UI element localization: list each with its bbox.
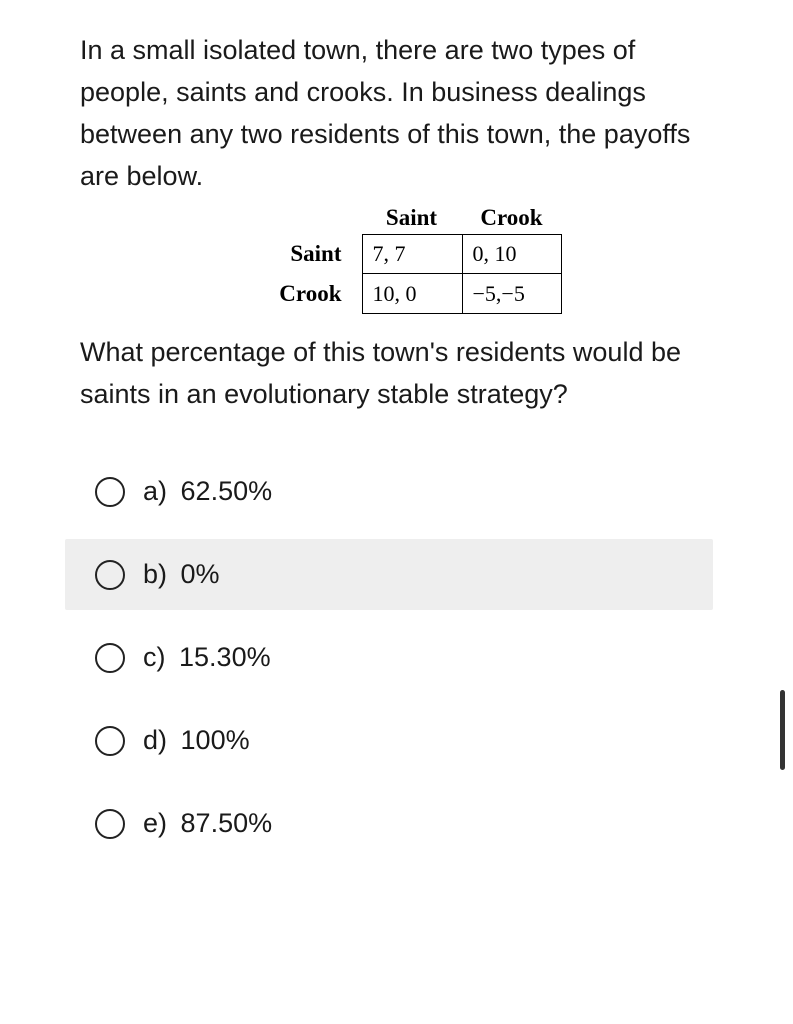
option-a[interactable]: a) 62.50% — [80, 456, 713, 527]
scrollbar-thumb[interactable] — [780, 690, 785, 770]
option-letter: c) — [143, 642, 166, 673]
option-text: 87.50% — [181, 808, 273, 838]
matrix-row-crook: Crook 10, 0 −5,−5 — [232, 274, 562, 314]
option-text: 100% — [181, 725, 250, 755]
question-intro: In a small isolated town, there are two … — [80, 30, 713, 197]
option-d[interactable]: d) 100% — [80, 705, 713, 776]
option-b[interactable]: b) 0% — [65, 539, 713, 610]
matrix-row-saint: Saint 7, 7 0, 10 — [232, 234, 562, 274]
matrix-col-headers: Saint Crook — [362, 205, 562, 234]
cell-crook-crook: −5,−5 — [462, 274, 562, 314]
option-label: b) 0% — [143, 559, 220, 590]
row-header-saint: Saint — [232, 241, 362, 267]
cell-saint-crook: 0, 10 — [462, 234, 562, 274]
payoff-matrix: Saint Crook Saint 7, 7 0, 10 Crook 10, 0… — [80, 205, 713, 314]
question-followup: What percentage of this town's residents… — [80, 332, 713, 416]
question-container: In a small isolated town, there are two … — [0, 0, 793, 901]
option-label: d) 100% — [143, 725, 250, 756]
matrix-inner: Saint Crook Saint 7, 7 0, 10 Crook 10, 0… — [232, 205, 562, 314]
option-letter: b) — [143, 559, 167, 590]
row-header-crook: Crook — [232, 281, 362, 307]
option-letter: d) — [143, 725, 167, 756]
option-label: e) 87.50% — [143, 808, 272, 839]
option-text: 0% — [181, 559, 220, 589]
radio-button[interactable] — [95, 726, 125, 756]
option-e[interactable]: e) 87.50% — [80, 788, 713, 859]
radio-button[interactable] — [95, 809, 125, 839]
option-c[interactable]: c) 15.30% — [80, 622, 713, 693]
matrix-header-row: Saint Crook — [232, 205, 562, 234]
option-label: c) 15.30% — [143, 642, 271, 673]
option-text: 15.30% — [179, 642, 271, 672]
radio-button[interactable] — [95, 560, 125, 590]
option-label: a) 62.50% — [143, 476, 272, 507]
radio-button[interactable] — [95, 643, 125, 673]
option-letter: e) — [143, 808, 167, 839]
cell-crook-saint: 10, 0 — [362, 274, 462, 314]
option-text: 62.50% — [181, 476, 273, 506]
radio-button[interactable] — [95, 477, 125, 507]
cell-saint-saint: 7, 7 — [362, 234, 462, 274]
option-letter: a) — [143, 476, 167, 507]
col-header-crook: Crook — [462, 205, 562, 234]
col-header-saint: Saint — [362, 205, 462, 234]
